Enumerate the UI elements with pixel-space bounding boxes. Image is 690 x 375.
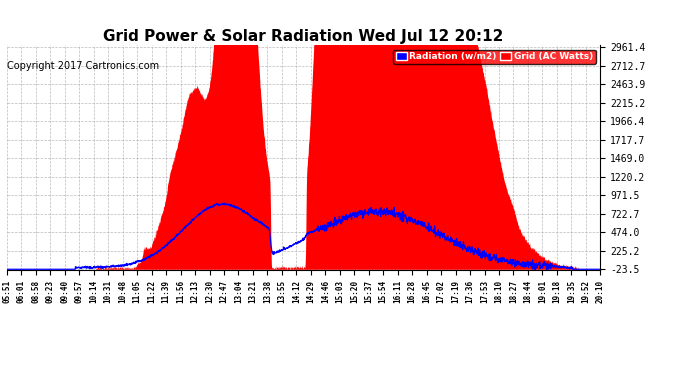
Text: Copyright 2017 Cartronics.com: Copyright 2017 Cartronics.com — [7, 61, 159, 71]
Title: Grid Power & Solar Radiation Wed Jul 12 20:12: Grid Power & Solar Radiation Wed Jul 12 … — [104, 29, 504, 44]
Legend: Radiation (w/m2), Grid (AC Watts): Radiation (w/m2), Grid (AC Watts) — [393, 50, 595, 64]
